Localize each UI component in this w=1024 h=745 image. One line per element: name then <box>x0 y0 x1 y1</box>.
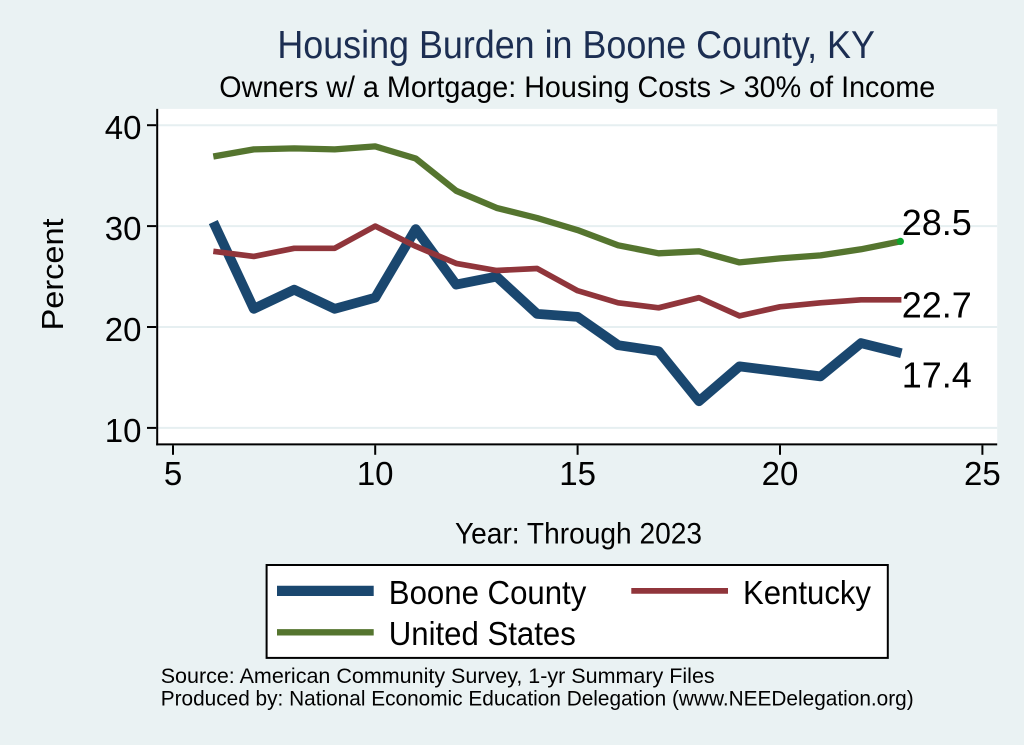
svg-text:30: 30 <box>105 210 142 247</box>
svg-text:Year: Through 2023: Year: Through 2023 <box>455 517 702 550</box>
svg-text:25: 25 <box>964 455 1001 492</box>
svg-text:40: 40 <box>105 109 142 146</box>
svg-text:5: 5 <box>164 455 182 492</box>
svg-text:10: 10 <box>105 412 142 449</box>
svg-text:15: 15 <box>559 455 596 492</box>
svg-text:Owners w/ a Mortgage: Housing: Owners w/ a Mortgage: Housing Costs > 30… <box>219 71 935 104</box>
svg-text:10: 10 <box>357 455 394 492</box>
svg-text:20: 20 <box>105 311 142 348</box>
svg-text:Source: American Community Sur: Source: American Community Survey, 1-yr … <box>161 664 715 688</box>
svg-text:Kentucky: Kentucky <box>743 574 871 611</box>
svg-text:United States: United States <box>389 615 576 652</box>
svg-text:22.7: 22.7 <box>902 285 972 326</box>
svg-text:Housing Burden in Boone County: Housing Burden in Boone County, KY <box>277 24 875 67</box>
svg-text:17.4: 17.4 <box>902 355 972 396</box>
svg-text:Produced by: National Economic: Produced by: National Economic Education… <box>161 687 914 711</box>
svg-text:28.5: 28.5 <box>902 202 972 243</box>
svg-text:Percent: Percent <box>36 218 70 331</box>
svg-text:Boone County: Boone County <box>389 574 587 611</box>
svg-text:20: 20 <box>762 455 799 492</box>
